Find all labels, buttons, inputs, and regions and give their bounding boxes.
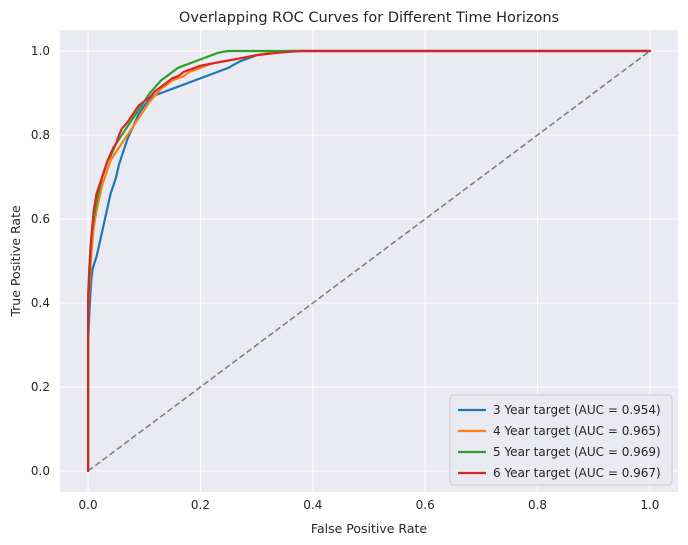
y-tick-label: 0.0 bbox=[31, 464, 50, 478]
x-tick-label: 0.4 bbox=[303, 498, 322, 512]
legend-entry-label: 5 Year target (AUC = 0.969) bbox=[493, 445, 661, 459]
legend: 3 Year target (AUC = 0.954) 4 Year target… bbox=[449, 394, 673, 486]
grid-layer bbox=[60, 30, 678, 492]
y-tick-label: 0.6 bbox=[31, 212, 50, 226]
legend-entry-label: 6 Year target (AUC = 0.967) bbox=[493, 466, 661, 480]
legend-entry-label: 3 Year target (AUC = 0.954) bbox=[493, 403, 661, 417]
y-tick-label: 1.0 bbox=[31, 44, 50, 58]
x-tick-label: 1.0 bbox=[640, 498, 659, 512]
y-tick-label: 0.8 bbox=[31, 128, 50, 142]
series-layer bbox=[86, 49, 652, 473]
y-axis-label: True Positive Rate bbox=[8, 205, 23, 318]
series-line-5-year bbox=[86, 49, 652, 473]
x-axis-label: False Positive Rate bbox=[311, 521, 427, 536]
x-tick-label: 0.0 bbox=[79, 498, 98, 512]
series-line-6-year bbox=[86, 49, 652, 473]
legend-box bbox=[449, 394, 673, 486]
y-tick-label: 0.4 bbox=[31, 296, 50, 310]
x-tick-label: 0.2 bbox=[191, 498, 210, 512]
x-tick-label: 0.6 bbox=[416, 498, 435, 512]
legend-entry-label: 4 Year target (AUC = 0.965) bbox=[493, 424, 661, 438]
x-tick-label: 0.8 bbox=[528, 498, 547, 512]
tick-labels: 0.0 0.2 0.4 0.6 0.8 1.0 0.0 0.2 0.4 0.6 0.8 1.0 bbox=[31, 44, 660, 512]
y-tick-label: 0.2 bbox=[31, 380, 50, 394]
chart-title: Overlapping ROC Curves for Different Tim… bbox=[179, 10, 559, 26]
